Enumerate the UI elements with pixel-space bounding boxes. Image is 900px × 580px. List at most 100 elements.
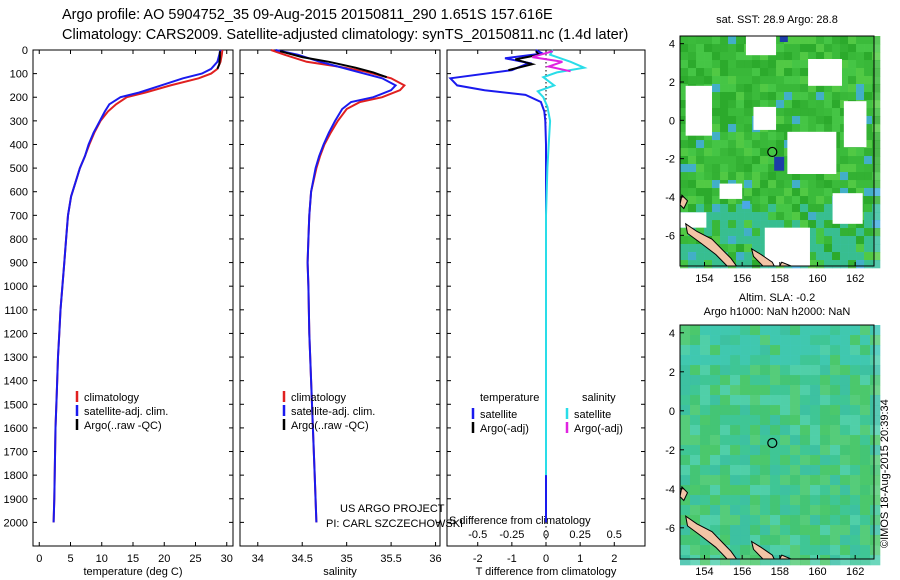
map-cell [768, 172, 777, 181]
map-cell [860, 515, 871, 526]
map-cell [870, 405, 881, 416]
map-cell [830, 395, 841, 406]
map-cell [840, 375, 851, 386]
map-cell [700, 555, 711, 566]
map-cell [848, 156, 857, 165]
map-cell [832, 236, 841, 245]
map-cell [710, 325, 721, 336]
missing-data-patch [753, 106, 777, 130]
map-cell [850, 375, 861, 386]
map-cell [832, 124, 841, 133]
map-cell [752, 132, 761, 141]
map-cell [744, 196, 753, 205]
map-cell [720, 325, 731, 336]
map-cell [840, 236, 849, 245]
map-cell [870, 375, 881, 386]
map-cell [790, 445, 801, 456]
depth-tick-label: 800 [10, 234, 28, 246]
map-cell [730, 395, 741, 406]
map-cell [690, 495, 701, 506]
map-cell [750, 365, 761, 376]
sla-map-subtitle: Argo h1000: NaN h2000: NaN [703, 306, 851, 318]
map-cell [864, 100, 873, 109]
map-cell [740, 495, 751, 506]
map-cell [752, 156, 761, 165]
map-lat-label: -2 [665, 445, 675, 457]
map-cell [730, 425, 741, 436]
map-cell [800, 365, 811, 376]
map-cell [744, 156, 753, 165]
map-cell [700, 365, 711, 376]
map-cell [800, 44, 809, 53]
map-cell [830, 325, 841, 336]
map-cell [848, 228, 857, 237]
map-cell [740, 425, 751, 436]
map-cell [736, 76, 745, 85]
map-cell [680, 164, 689, 173]
map-cell [720, 425, 731, 436]
map-cell [750, 555, 761, 566]
map-cell [840, 164, 849, 173]
map-cell [856, 68, 865, 77]
map-cell [744, 244, 753, 253]
map-cell [752, 196, 761, 205]
map-cell [816, 252, 825, 261]
map-cell [720, 84, 729, 93]
map-cell [808, 188, 817, 197]
map-cell [688, 60, 697, 69]
map-cell [790, 415, 801, 426]
map-cell [850, 495, 861, 506]
map-cell [872, 260, 881, 269]
map-cell [712, 100, 721, 109]
map-cell [712, 204, 721, 213]
map-cell [780, 365, 791, 376]
profile-panel-3: -2 -1 0 1 2T difference from climatology S di… [446, 49, 646, 578]
map-cell [680, 180, 689, 189]
map-cell [784, 220, 793, 229]
map-cell [752, 212, 761, 221]
map-cell [860, 345, 871, 356]
map-cell [776, 92, 785, 101]
map-cell [840, 172, 849, 181]
depth-tick-label: 1800 [4, 470, 28, 482]
depth-tick-label: 1500 [4, 399, 28, 411]
map-lat-label: -4 [665, 484, 675, 496]
map-cell [776, 68, 785, 77]
map-cell [730, 525, 741, 536]
series-line [52, 49, 222, 523]
depth-tick-label: 1200 [4, 328, 28, 340]
map-cell [720, 365, 731, 376]
map-cell [856, 44, 865, 53]
map-cell [840, 385, 851, 396]
map-cell [690, 535, 701, 546]
map-cell [680, 148, 689, 157]
map-cell [816, 204, 825, 213]
map-cell [850, 535, 861, 546]
map-cell [840, 60, 849, 69]
map-cell [824, 188, 833, 197]
map-cell [790, 545, 801, 556]
map-cell [810, 545, 821, 556]
map-cell [760, 148, 769, 157]
map-cell [820, 345, 831, 356]
map-lat-label: 2 [669, 367, 675, 379]
map-cell [840, 148, 849, 157]
map-cell [850, 435, 861, 446]
map-cell [776, 204, 785, 213]
map-cell [808, 124, 817, 133]
map-cell [760, 196, 769, 205]
map-cell [752, 180, 761, 189]
map-cell [688, 68, 697, 77]
map-cell [870, 445, 881, 456]
map-cell [832, 84, 841, 93]
map-cell [680, 545, 691, 556]
depth-tick-label: 300 [10, 116, 28, 128]
map-cell [864, 44, 873, 53]
map-cell [740, 545, 751, 556]
map-cell [864, 140, 873, 149]
map-cell [752, 220, 761, 229]
map-cell [860, 475, 871, 486]
map-cell [752, 60, 761, 69]
map-cell [820, 545, 831, 556]
map-cell [800, 515, 811, 526]
